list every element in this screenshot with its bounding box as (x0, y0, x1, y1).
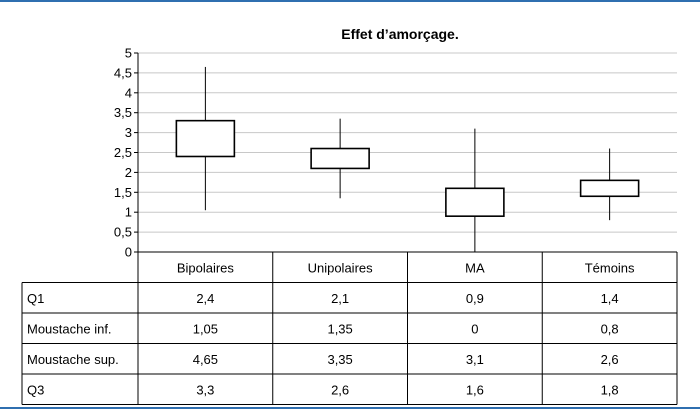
table-cell: 2,6 (601, 352, 619, 367)
y-tick-label: 0 (125, 245, 132, 260)
y-tick-label: 3 (125, 125, 132, 140)
table-cell: 1,4 (601, 291, 619, 306)
category-label: MA (465, 260, 485, 275)
y-tick-label: 1 (125, 205, 132, 220)
table-cell: 1,6 (466, 382, 484, 397)
category-label: Bipolaires (177, 260, 235, 275)
box-bipolaires (175, 119, 236, 158)
box-unipolaires (310, 147, 370, 170)
y-tick-label: 5 (125, 46, 132, 61)
y-tick-label: 0,5 (114, 225, 132, 240)
table-row-label: Q3 (27, 382, 44, 397)
table-cell: 1,05 (193, 321, 218, 336)
chart-title: Effet d’amorçage. (341, 26, 459, 42)
table-cell: 1,35 (327, 321, 352, 336)
y-tick-label: 2,5 (114, 145, 132, 160)
category-label: Unipolaires (308, 260, 374, 275)
table-row-label: Moustache inf. (27, 321, 112, 336)
table-cell: 3,1 (466, 352, 484, 367)
table-cell: 4,65 (193, 352, 218, 367)
table-cell: 3,35 (327, 352, 352, 367)
table-cell: 2,6 (331, 382, 349, 397)
table-cell: 3,3 (196, 382, 214, 397)
box-ma (445, 187, 505, 217)
table-row-label: Moustache sup. (27, 352, 119, 367)
table-cell: 0 (471, 321, 478, 336)
y-tick-label: 3,5 (114, 105, 132, 120)
y-tick-label: 1,5 (114, 185, 132, 200)
table-cell: 0,8 (601, 321, 619, 336)
table-cell: 2,4 (196, 291, 214, 306)
y-tick-label: 4 (125, 85, 132, 100)
table-cell: 2,1 (331, 291, 349, 306)
box-témoins (579, 179, 640, 198)
table-cell: 0,9 (466, 291, 484, 306)
category-label: Témoins (585, 260, 635, 275)
table-cell: 1,8 (601, 382, 619, 397)
table-row-label: Q1 (27, 291, 44, 306)
y-tick-label: 2 (125, 165, 132, 180)
y-tick-label: 4,5 (114, 65, 132, 80)
